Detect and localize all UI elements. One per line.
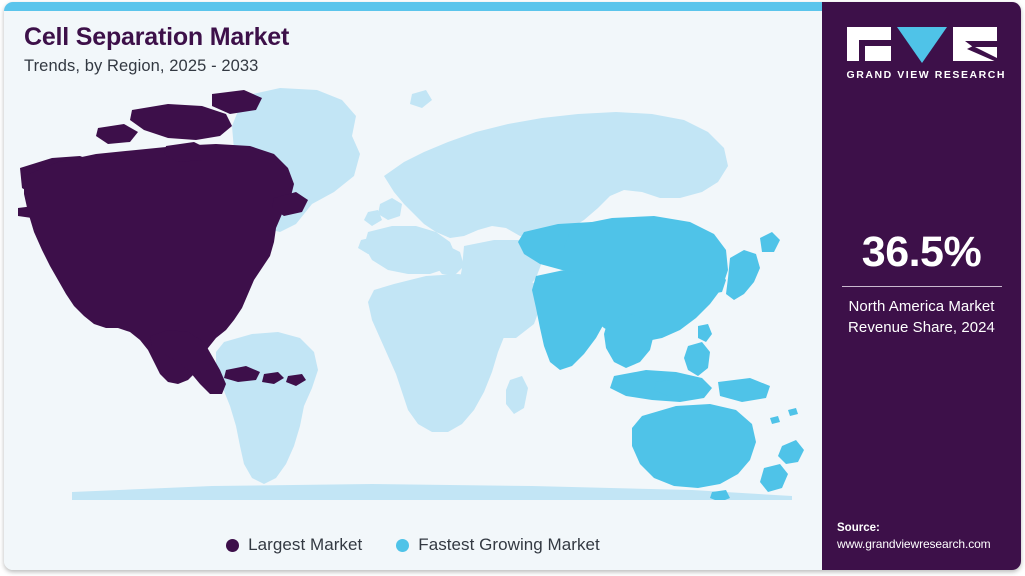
page-title: Cell Separation Market bbox=[24, 23, 290, 51]
map-region-other-land bbox=[72, 88, 792, 500]
source-url[interactable]: www.grandviewresearch.com bbox=[837, 537, 991, 552]
stat-divider bbox=[841, 286, 1002, 288]
map-region-asia-pacific bbox=[518, 216, 804, 500]
stat-value: 36.5% bbox=[861, 228, 982, 276]
source-block: Source: www.grandviewresearch.com bbox=[837, 520, 1021, 553]
top-accent-strip bbox=[4, 2, 822, 11]
stat-block: 36.5% North America Market Revenue Share… bbox=[822, 228, 1021, 339]
legend-dot-icon bbox=[226, 538, 240, 552]
stat-caption-line-2: Revenue Share, 2024 bbox=[848, 319, 995, 337]
world-map bbox=[18, 88, 804, 500]
stat-caption-line-1: North America Market bbox=[848, 298, 995, 316]
legend-item-largest-market: Largest Market bbox=[226, 535, 362, 555]
gvr-logo-mark-icon bbox=[846, 27, 997, 63]
gvr-logo-wordmark: GRAND VIEW RESEARCH bbox=[846, 69, 1007, 81]
gvr-logo: GRAND VIEW RESEARCH bbox=[846, 25, 1007, 81]
stat-caption: North America Market Revenue Share, 2024 bbox=[828, 296, 1015, 339]
stat-sidebar: GRAND VIEW RESEARCH 36.5% North America … bbox=[822, 2, 1021, 570]
legend-dot-icon bbox=[396, 538, 410, 552]
map-legend: Largest Market Fastest Growing Market bbox=[4, 535, 822, 555]
infographic-card: Cell Separation Market Trends, by Region… bbox=[4, 2, 1021, 570]
map-panel: Cell Separation Market Trends, by Region… bbox=[4, 2, 822, 570]
source-label: Source: bbox=[837, 521, 880, 534]
legend-item-label: Fastest Growing Market bbox=[418, 535, 600, 554]
legend-item-fastest-growing-market: Fastest Growing Market bbox=[396, 535, 600, 555]
legend-item-label: Largest Market bbox=[248, 535, 363, 554]
title-block: Cell Separation Market Trends, by Region… bbox=[24, 23, 289, 77]
page-subtitle: Trends, by Region, 2025 - 2033 bbox=[24, 56, 259, 75]
map-region-north-america bbox=[18, 90, 308, 394]
